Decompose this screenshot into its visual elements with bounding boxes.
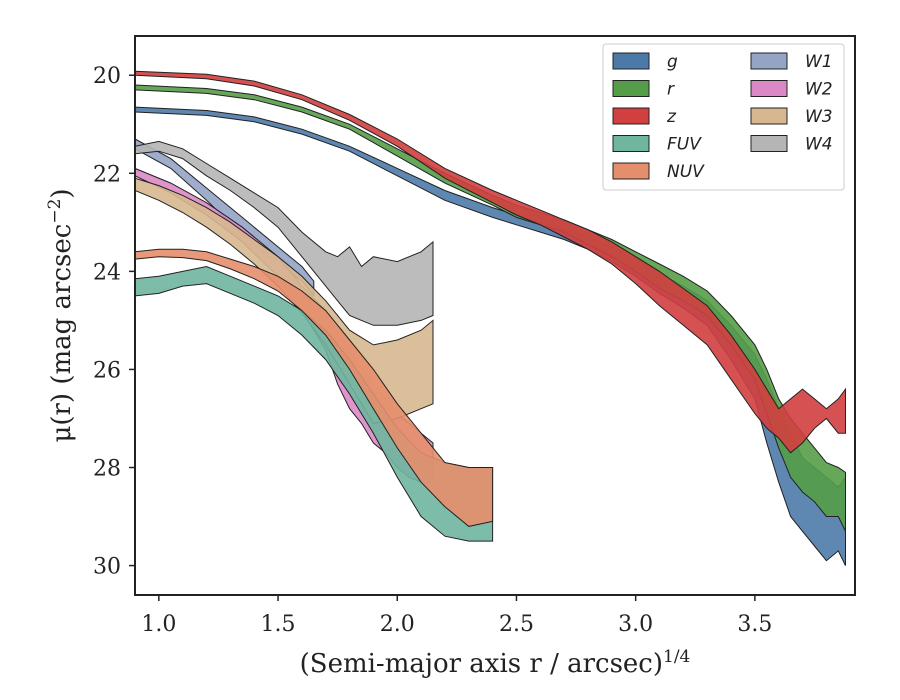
- x-axis: 1.0 1.5 2.0 2.5 3.0 3.5: [141, 595, 772, 637]
- legend-swatch-FUV: [612, 135, 650, 152]
- y-tick-label: 30: [93, 555, 121, 580]
- x-axis-title: (Semi-major axis r / arcsec)1/4: [300, 647, 691, 679]
- legend-swatch-NUV: [612, 162, 650, 180]
- legend-swatch-z: [612, 107, 650, 125]
- x-tick-label: 3.0: [618, 612, 653, 637]
- x-tick-label: 1.0: [141, 612, 176, 637]
- legend-label-W4: W4: [805, 135, 833, 155]
- legend-swatch-W3: [750, 107, 788, 125]
- legend: grz FUV NUV W1 W2 W3 W4: [602, 43, 845, 191]
- legend-label-W2: W2: [805, 80, 833, 100]
- x-tick-label: 3.5: [737, 612, 772, 637]
- legend-label-W1: W1: [805, 52, 833, 72]
- legend-swatch-g: [612, 52, 650, 70]
- x-tick-label: 1.5: [261, 612, 296, 637]
- band-FUV: [135, 265, 494, 542]
- y-tick-label: 28: [93, 457, 121, 482]
- legend-label-r: r: [667, 80, 675, 100]
- legend-label-z: z: [666, 107, 677, 127]
- bands-layer: [135, 70, 846, 566]
- legend-swatch-W1: [750, 52, 788, 70]
- legend-label-NUV: NUV: [667, 162, 705, 182]
- y-tick-label: 24: [93, 260, 121, 285]
- legend-swatch-W4: [750, 135, 788, 152]
- y-tick-label: 20: [93, 64, 121, 89]
- y-tick-label: 26: [93, 358, 121, 383]
- y-tick-label: 22: [93, 162, 121, 187]
- legend-swatch-r: [612, 80, 650, 97]
- y-axis: 20 22 24 26 28 30: [93, 64, 135, 580]
- legend-swatch-W2: [750, 80, 788, 97]
- band-NUV: [135, 248, 494, 527]
- plot-frame: [134, 35, 856, 596]
- band-W4: [135, 140, 434, 326]
- legend-label-W3: W3: [805, 107, 833, 127]
- band-z: [135, 70, 846, 454]
- legend-label-g: g: [667, 52, 678, 72]
- legend-label-FUV: FUV: [667, 135, 702, 155]
- x-tick-label: 2.5: [499, 612, 534, 637]
- y-axis-title: μ(r) (mag arcsec−2): [45, 188, 77, 442]
- x-tick-label: 2.0: [380, 612, 415, 637]
